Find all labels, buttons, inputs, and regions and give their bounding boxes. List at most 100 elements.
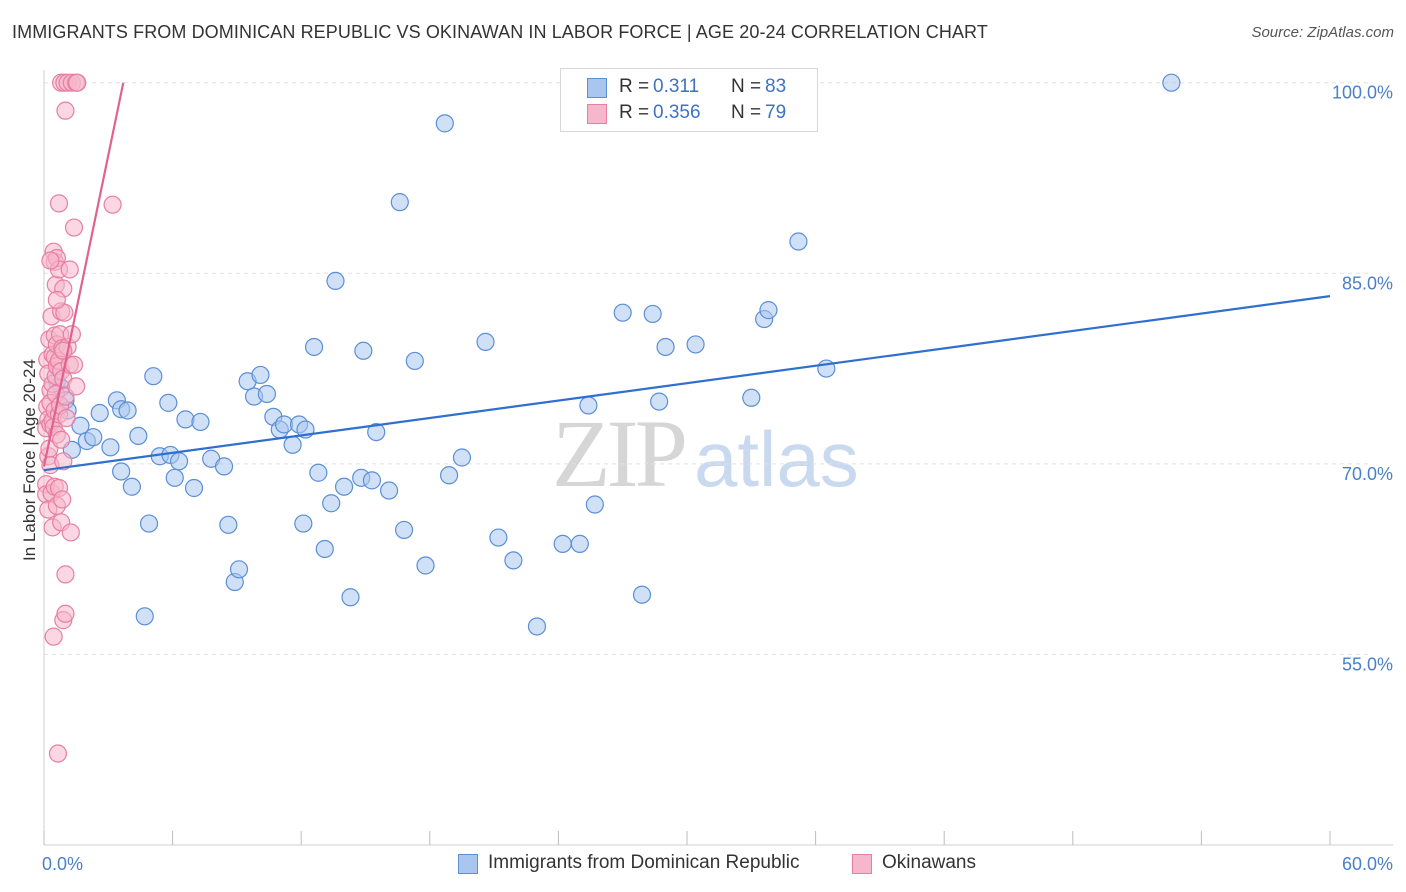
point-dominican	[184, 478, 204, 498]
point-okinawan	[54, 452, 73, 471]
point-dominican	[553, 534, 572, 553]
point-okinawan	[56, 101, 75, 120]
point-okinawan	[49, 194, 69, 213]
x-tick-label: 0.0%	[42, 854, 83, 874]
source-label: Source: ZipAtlas.com	[1251, 24, 1394, 41]
point-dominican	[90, 403, 109, 423]
legend-n-value: 83	[765, 76, 787, 97]
point-dominican	[489, 528, 508, 547]
point-dominican	[476, 332, 495, 351]
bottom-legend-label: Okinawans	[882, 852, 976, 873]
point-dominican	[341, 588, 360, 607]
legend-r-value: 0.311	[653, 76, 700, 97]
point-okinawan	[57, 409, 76, 428]
point-dominican	[643, 304, 662, 324]
point-dominican	[122, 477, 141, 496]
point-okinawan	[48, 744, 68, 763]
y-tick-label: 70.0%	[1342, 464, 1393, 484]
point-dominican	[390, 193, 409, 212]
point-dominican	[139, 514, 159, 533]
point-dominican	[394, 520, 414, 540]
point-dominican	[118, 401, 137, 420]
legend-swatch-blue	[587, 78, 607, 98]
chart-title: IMMIGRANTS FROM DOMINICAN REPUBLIC VS OK…	[12, 22, 988, 42]
point-dominican	[367, 422, 386, 442]
y-axis-label: In Labor Force | Age 20-24	[20, 359, 39, 561]
point-dominican	[176, 410, 195, 429]
x-tick-label: 60.0%	[1342, 854, 1393, 874]
point-dominican	[354, 341, 373, 360]
point-dominican	[379, 481, 399, 500]
point-dominican	[435, 114, 454, 133]
point-dominican	[257, 384, 277, 404]
point-dominican	[101, 438, 120, 457]
point-dominican	[585, 495, 604, 514]
point-dominican	[632, 585, 652, 604]
point-dominican	[191, 412, 210, 432]
point-dominican	[527, 617, 547, 636]
point-dominican	[452, 448, 472, 467]
point-dominican	[219, 515, 238, 534]
point-dominican	[613, 303, 632, 322]
legend-r-value: 0.356	[653, 102, 701, 123]
legend-n-value: 79	[765, 102, 787, 123]
watermark: ZIP atlas	[552, 398, 859, 509]
point-dominican	[112, 462, 131, 481]
point-okinawan	[47, 290, 66, 310]
point-dominican	[283, 435, 302, 454]
point-okinawan	[44, 627, 63, 646]
point-dominican	[1162, 73, 1181, 92]
point-dominican	[71, 416, 90, 435]
bottom-legend-label: Immigrants from Dominican Republic	[488, 852, 800, 873]
point-dominican	[405, 351, 424, 371]
point-dominican	[322, 494, 341, 513]
trend-line-okinawan	[42, 82, 125, 467]
point-dominican	[650, 392, 669, 411]
point-okinawan	[56, 604, 75, 623]
point-dominican	[159, 393, 178, 412]
point-dominican	[416, 556, 435, 575]
point-dominican	[362, 471, 382, 490]
point-dominican	[504, 551, 523, 570]
legend-r-label: R =	[619, 102, 650, 123]
watermark-zip: ZIP	[552, 400, 688, 507]
point-okinawan	[52, 430, 71, 449]
point-dominican	[334, 477, 354, 496]
point-okinawan	[60, 260, 79, 279]
point-dominican	[315, 539, 334, 559]
point-dominican	[789, 232, 808, 251]
point-dominican	[129, 426, 148, 446]
point-dominican	[326, 271, 345, 291]
point-dominican	[686, 335, 705, 354]
point-dominican	[165, 468, 184, 487]
point-dominican	[570, 534, 589, 553]
point-dominican	[84, 428, 103, 447]
point-dominican	[135, 607, 154, 626]
point-dominican	[656, 337, 675, 357]
point-dominican	[742, 388, 761, 407]
point-dominican	[144, 367, 163, 386]
trend-line-dominican	[43, 295, 1331, 472]
point-dominican	[579, 396, 598, 415]
y-tick-label: 55.0%	[1342, 654, 1393, 674]
point-dominican	[439, 466, 459, 485]
point-okinawan	[64, 218, 84, 237]
point-okinawan	[67, 377, 86, 396]
point-dominican	[759, 301, 778, 320]
point-okinawan	[56, 565, 75, 584]
legend-swatch-pink	[587, 104, 607, 124]
point-dominican	[229, 560, 249, 579]
legend-r-label: R =	[619, 76, 650, 97]
point-dominican	[309, 463, 328, 482]
y-tick-label: 85.0%	[1342, 273, 1393, 293]
point-okinawan	[64, 355, 84, 374]
y-tick-label: 100.0%	[1332, 83, 1393, 103]
point-dominican	[294, 514, 313, 533]
point-okinawan	[53, 490, 72, 509]
bottom-legend-swatch-pink	[852, 854, 872, 874]
point-okinawan	[61, 523, 80, 542]
point-dominican	[214, 457, 234, 476]
point-okinawan	[103, 195, 122, 214]
bottom-legend-swatch-blue	[458, 854, 478, 874]
